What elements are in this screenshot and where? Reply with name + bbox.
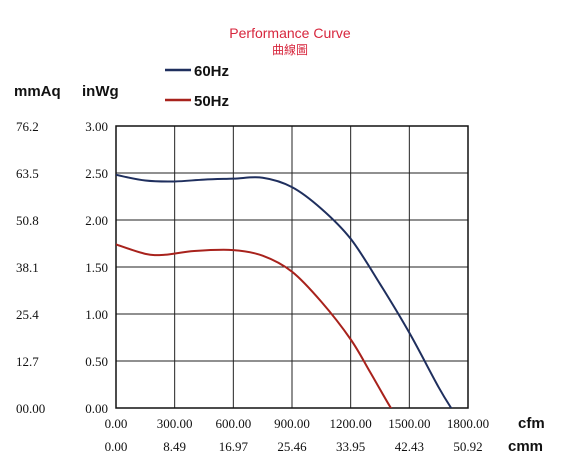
y-tick-label-inwg: 2.50 [85, 166, 108, 181]
y-tick-label-mmaq: 63.5 [16, 166, 39, 181]
x-tick-label-cmm: 0.00 [105, 439, 128, 454]
y-tick-label-mmaq: 38.1 [16, 260, 39, 275]
x-tick-label-cmm: 16.97 [219, 439, 249, 454]
x-unit-cmm: cmm [508, 438, 543, 455]
y-tick-label-mmaq: 00.00 [16, 401, 45, 416]
chart-title: Performance Curve [229, 25, 351, 41]
grid [115, 125, 469, 409]
y-tick-label-mmaq: 50.8 [16, 213, 39, 228]
legend-label-60hz: 60Hz [194, 63, 229, 80]
plot-frame [115, 125, 469, 409]
x-tick-label-cmm: 25.46 [277, 439, 307, 454]
x-tick-label-cfm: 900.00 [274, 416, 310, 431]
x-tick-label-cfm: 1500.00 [388, 416, 430, 431]
x-tick-label-cfm: 600.00 [215, 416, 251, 431]
y-tick-label-inwg: 0.50 [85, 354, 108, 369]
series-line-50hz [116, 243, 393, 408]
x-tick-label-cfm: 1200.00 [330, 416, 372, 431]
chart-subtitle: 曲線圖 [272, 42, 308, 57]
y-unit-inwg: inWg [82, 83, 119, 100]
x-tick-label-cmm: 33.95 [336, 439, 365, 454]
axis-ticks: 0.000.00300.008.49600.0016.97900.0025.46… [16, 119, 489, 454]
x-tick-label-cfm: 1800.00 [447, 416, 489, 431]
y-tick-label-mmaq: 76.2 [16, 119, 39, 134]
legend-label-50hz: 50Hz [194, 93, 229, 110]
x-tick-label-cfm: 300.00 [157, 416, 193, 431]
y-tick-label-inwg: 2.00 [85, 213, 108, 228]
series-line-60hz [116, 173, 453, 408]
x-tick-label-cfm: 0.00 [105, 416, 128, 431]
x-tick-label-cmm: 8.49 [163, 439, 186, 454]
series [116, 173, 453, 408]
y-unit-mmaq: mmAq [14, 83, 61, 100]
y-tick-label-inwg: 1.50 [85, 260, 108, 275]
x-tick-label-cmm: 42.43 [395, 439, 424, 454]
y-tick-label-inwg: 0.00 [85, 401, 108, 416]
x-tick-label-cmm: 50.92 [453, 439, 482, 454]
y-tick-label-inwg: 3.00 [85, 119, 108, 134]
y-tick-label-mmaq: 25.4 [16, 307, 39, 322]
y-tick-label-inwg: 1.00 [85, 307, 108, 322]
legend: 60Hz 50Hz [165, 63, 229, 110]
y-tick-label-mmaq: 12.7 [16, 354, 39, 369]
x-unit-cfm: cfm [518, 415, 545, 432]
